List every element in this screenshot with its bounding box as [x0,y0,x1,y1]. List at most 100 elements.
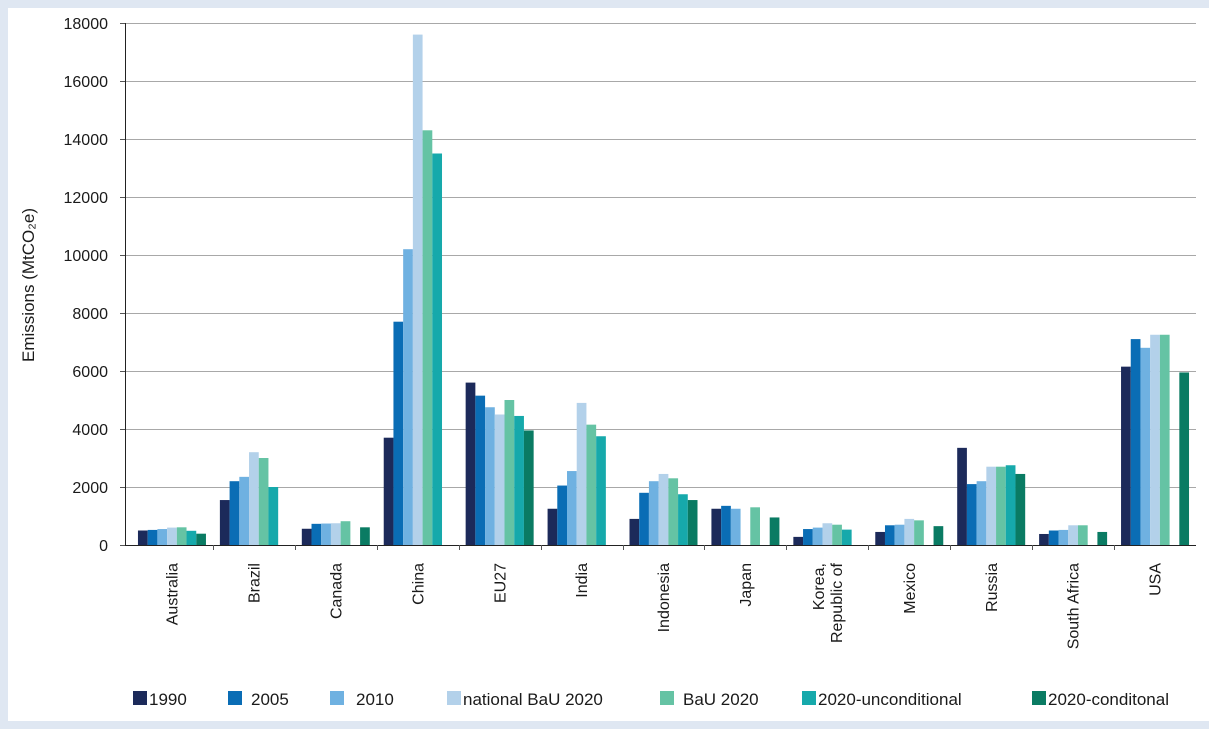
y-tick-label: 10000 [64,248,109,265]
bar-mexico-2005 [884,525,895,545]
bar-australia-2010 [157,529,168,545]
legend-item-2020-unconditional: 2020-unconditional [802,690,962,709]
bar-australia-2005 [147,529,158,545]
legend-item-1990: 1990 [133,690,187,709]
bar-india-2020-unconditional [596,436,606,545]
y-tick-label: 18000 [64,16,109,33]
bar-korea-republic-of-national-bau-2020 [822,523,833,545]
legend-label-2010: 2010 [356,690,394,709]
y-tick-label: 0 [99,538,108,555]
bar-japan-2010 [730,508,741,545]
bar-australia-2020-unconditional [186,530,197,545]
bar-south-africa-2010 [1058,529,1069,545]
x-tick-label-canada: Canada [328,563,345,619]
legend-label-2020-unconditional: 2020-unconditional [818,690,962,709]
bar-australia-bau-2020 [176,527,187,545]
x-tick-label-eu27: EU27 [492,563,509,603]
bar-eu27-2020-unconditional [514,415,524,545]
bar-canada-national-bau-2020 [330,523,341,545]
legend-item-2010: 2010 [330,690,394,709]
bar-korea-republic-of-2020-unconditional [841,529,852,545]
bar-brazil-2005 [229,481,240,545]
bar-indonesia-bau-2020 [668,478,679,545]
bar-south-africa-bau-2020 [1077,525,1088,545]
bar-brazil-national-bau-2020 [249,452,259,545]
bar-india-1990 [547,508,558,545]
legend-swatch-1990 [133,691,147,705]
x-tick-label-korea-republic-of: Korea, Republic of [811,562,846,647]
bar-china-2010 [403,249,413,545]
bar-korea-republic-of-2005 [803,529,813,545]
legend-item-national-bau-2020: national BaU 2020 [447,690,603,709]
legend-label-2005: 2005 [251,690,289,709]
bar-usa-2005 [1130,339,1141,545]
bar-eu27-2020-conditonal [523,430,534,545]
legend-label-bau-2020: BaU 2020 [683,690,759,709]
x-tick-label-brazil: Brazil [247,563,264,603]
bar-eu27-bau-2020 [504,400,515,545]
bar-mexico-national-bau-2020 [904,518,915,545]
x-tick-label-japan: Japan [738,563,755,607]
x-tick-label-russia: Russia [984,563,1001,612]
bar-russia-1990 [957,447,967,545]
bar-eu27-1990 [465,382,476,545]
bar-mexico-1990 [875,531,885,545]
y-tick-label: 2000 [72,480,108,497]
bar-indonesia-national-bau-2020 [658,473,669,545]
gridlines [125,23,1196,488]
bar-brazil-bau-2020 [258,458,269,545]
bar-mexico-bau-2020 [914,520,924,545]
bar-korea-republic-of-1990 [793,536,804,545]
bar-russia-2020-conditonal [1015,473,1026,545]
x-tick-label-china: China [410,563,427,605]
y-tick-label: 6000 [72,364,108,381]
bar-eu27-2010 [485,407,495,545]
x-tick-label-south-africa: South Africa [1066,563,1083,649]
bar-mexico-2010 [894,524,905,545]
legend-label-1990: 1990 [149,690,187,709]
y-axis-ticks: 0 2000 4000 6000 8000 10000 12000 14000 16000 180… [64,16,125,555]
bar-russia-2005 [966,484,977,545]
bar-china-national-bau-2020 [412,34,423,545]
legend-swatch-national-bau-2020 [447,691,461,705]
bar-eu27-2005 [475,395,486,545]
bar-indonesia-2010 [648,481,659,545]
bar-china-1990 [383,437,394,545]
legend: 1990 2005 2010 national BaU 2020 BaU 202… [133,690,1169,709]
bar-usa-national-bau-2020 [1150,334,1160,545]
legend-label-2020-conditonal: 2020-conditonal [1048,690,1169,709]
bar-china-2005 [393,321,404,545]
x-tick-label-australia: Australia [165,563,182,625]
y-tick-label: 4000 [72,422,108,439]
bar-australia-2020-conditonal [196,533,206,545]
x-axis-ticks [213,545,1115,550]
x-tick-label-indonesia: Indonesia [656,563,673,632]
bar-indonesia-2005 [639,492,649,545]
bar-indonesia-2020-unconditional [678,494,688,545]
bar-canada-bau-2020 [340,521,351,545]
x-axis-labels: Australia Brazil Canada China EU27 India Indon… [165,562,1165,649]
x-tick-label-india: India [574,563,591,598]
legend-item-2020-conditonal: 2020-conditonal [1032,690,1169,709]
legend-swatch-2010 [330,691,344,705]
bar-brazil-2020-unconditional [268,487,279,545]
bar-russia-2010 [976,481,987,545]
bar-indonesia-1990 [629,518,640,545]
bar-india-bau-2020 [586,424,597,545]
bar-south-africa-2005 [1048,530,1059,545]
bar-south-africa-national-bau-2020 [1068,525,1078,545]
bar-russia-2020-unconditional [1005,465,1016,545]
bar-australia-1990 [137,530,148,545]
bar-korea-republic-of-bau-2020 [832,524,842,545]
x-tick-label-mexico: Mexico [902,563,919,614]
bar-india-2005 [557,485,567,545]
y-tick-label: 14000 [64,132,109,149]
bar-south-africa-1990 [1039,533,1049,545]
bar-russia-national-bau-2020 [986,466,997,545]
bar-korea-republic-of-2010 [812,527,823,545]
bar-japan-2005 [721,505,731,545]
bars [137,34,1190,546]
legend-swatch-bau-2020 [660,691,674,705]
bar-indonesia-2020-conditonal [687,500,698,545]
bar-eu27-national-bau-2020 [494,414,505,545]
